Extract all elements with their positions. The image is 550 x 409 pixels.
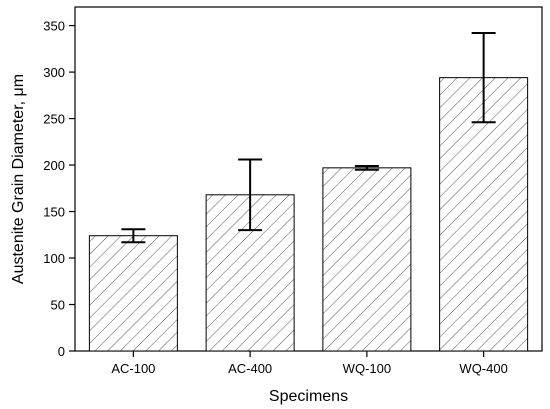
x-axis-ticks: AC-100 AC-400 WQ-100 WQ-400: [111, 351, 508, 376]
y-tick-label: 250: [43, 112, 65, 127]
bar-wq-100: [322, 167, 412, 352]
x-axis-title: Specimens: [269, 388, 348, 405]
x-tick-label: WQ-400: [459, 361, 507, 376]
y-tick-label: 50: [51, 298, 65, 313]
plot-area: [74, 6, 543, 352]
error-bar-ac-100: [121, 228, 146, 244]
bar-ac-100: [88, 235, 178, 352]
bars: [88, 77, 529, 352]
y-tick-label: 0: [58, 344, 65, 359]
y-axis-ticks: 0 50 100 150 200 250 300 350: [43, 19, 75, 359]
y-tick-label: 350: [43, 19, 65, 34]
plot-border: [74, 6, 543, 352]
y-axis-title: Austenite Grain Diameter, μm: [10, 74, 27, 284]
y-tick-label: 100: [43, 251, 65, 266]
error-bar-wq-100: [354, 164, 379, 171]
y-tick-label: 150: [43, 205, 65, 220]
y-tick-label: 300: [43, 65, 65, 80]
x-tick-label: WQ-100: [343, 361, 391, 376]
error-bar-ac-400: [238, 158, 263, 232]
x-tick-label: AC-100: [111, 361, 155, 376]
y-tick-label: 200: [43, 158, 65, 173]
error-bars: [121, 32, 496, 244]
x-tick-label: AC-400: [228, 361, 272, 376]
error-bar-wq-400: [471, 32, 496, 124]
